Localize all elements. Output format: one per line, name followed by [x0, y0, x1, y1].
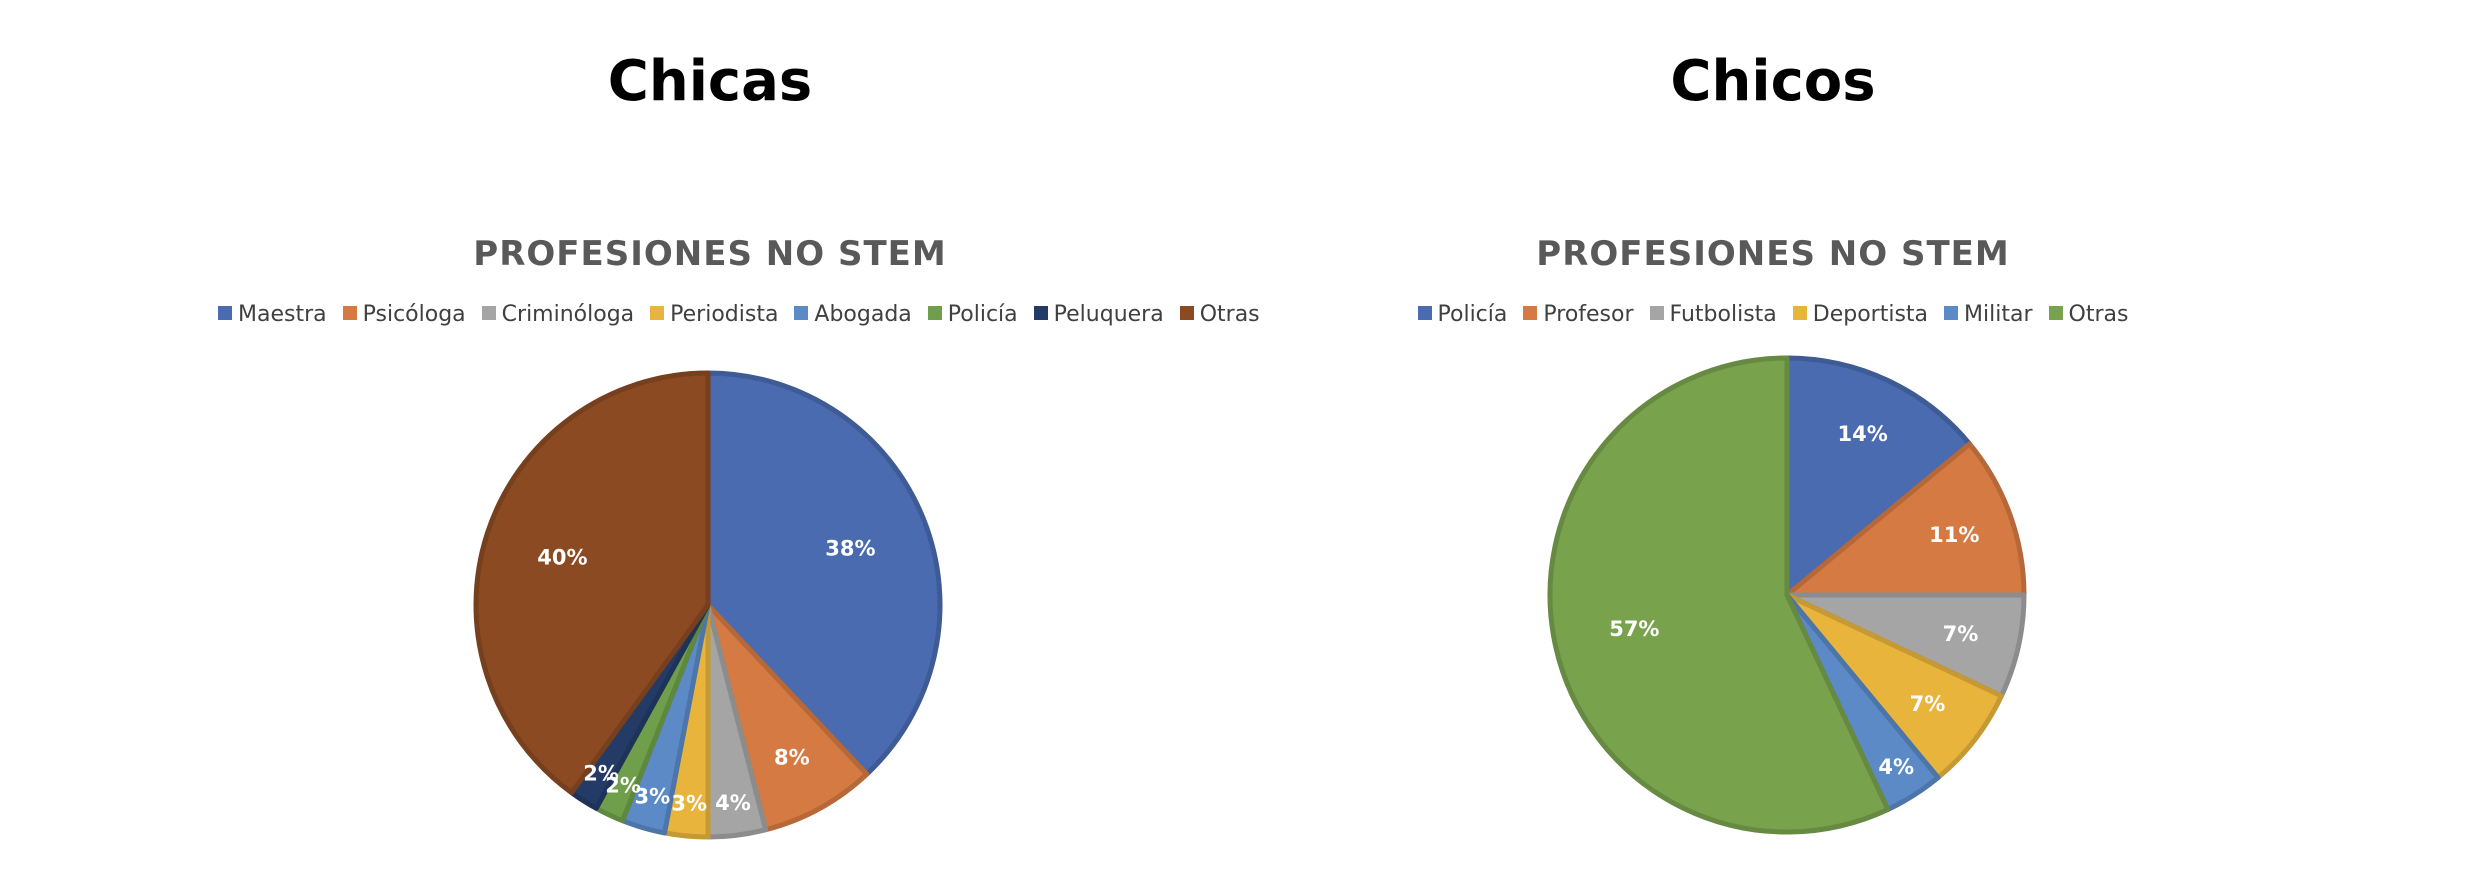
legend-item-psicologa: Psicóloga: [342, 302, 466, 327]
legend-item-militar: Militar: [1944, 302, 2033, 327]
legend: Policía Profesor Futbolista Deportista Milit…: [1273, 302, 2273, 327]
legend-item-otras: Otras: [2048, 302, 2129, 327]
data-label-psicologa: 8%: [774, 745, 810, 769]
legend-item-criminologa: Criminóloga: [481, 302, 635, 327]
legend-swatch: [1523, 306, 1538, 320]
legend-label: Peluquera: [1053, 302, 1164, 327]
data-label-deportista: 7%: [1910, 692, 1946, 716]
legend-item-profesor: Profesor: [1523, 302, 1634, 327]
legend-label: Policía: [1437, 302, 1508, 327]
heading-chicas: Chicas: [607, 49, 813, 114]
legend-label: Maestra: [238, 302, 327, 327]
data-label-policia: 2%: [605, 774, 641, 798]
legend-label: Deportista: [1812, 302, 1929, 327]
data-label-otras: 40%: [537, 546, 587, 570]
chart-chicos: PROFESIONES NO STEM Policía Profesor Futbo…: [1273, 220, 2273, 880]
data-label-abogada: 3%: [635, 785, 671, 809]
pie-slice-policia: [1784, 355, 1973, 598]
legend-item-deportista: Deportista: [1792, 302, 1929, 327]
chart-title: PROFESIONES NO STEM: [473, 234, 947, 274]
legend-label: Militar: [1964, 302, 2033, 327]
legend-item-peluquera: Peluquera: [1033, 302, 1164, 327]
legend-label: Otras: [2068, 302, 2129, 327]
data-label-periodista: 3%: [671, 792, 707, 816]
legend-item-periodista: Periodista: [650, 302, 778, 327]
legend-label: Psicóloga: [362, 302, 466, 327]
chart-chicas: PROFESIONES NO STEM Maestra Psicóloga Crim…: [210, 220, 1260, 880]
legend-item-futbolista: Futbolista: [1649, 302, 1777, 327]
data-label-maestra: 38%: [825, 537, 875, 561]
legend-label: Periodista: [670, 302, 779, 327]
legend-label: Abogada: [814, 302, 912, 327]
chart-title: PROFESIONES NO STEM: [1536, 234, 2010, 274]
pie-chart: 14% 11% 7% 7% 4% 57%: [1547, 355, 2027, 835]
pie-chart: 38%8%4%3%3%2%2%40%: [473, 370, 943, 840]
legend-label: Futbolista: [1669, 302, 1777, 327]
legend-swatch: [1649, 306, 1664, 320]
pie-slice-maestra: [705, 370, 943, 777]
legend-label: Profesor: [1543, 302, 1634, 327]
legend-swatch: [481, 306, 496, 320]
legend-item-otras: Otras: [1179, 302, 1260, 327]
data-label-profesor: 11%: [1929, 523, 1979, 547]
legend-swatch: [342, 306, 357, 320]
legend-swatch: [218, 306, 232, 320]
pie-slice-psicologa: [705, 602, 870, 833]
legend-swatch: [794, 306, 809, 320]
legend-item-maestra: Maestra: [218, 302, 327, 327]
pie-slice-otras: [1547, 355, 1891, 835]
pie-slice-otras: [473, 370, 711, 796]
legend: Maestra Psicóloga Criminóloga Periodista Abo…: [210, 302, 1260, 327]
legend-swatch: [1033, 306, 1048, 320]
legend-item-policia: Policía: [927, 302, 1018, 327]
legend-swatch: [1417, 306, 1432, 320]
legend-label: Otras: [1199, 302, 1260, 327]
legend-swatch: [1179, 306, 1194, 320]
legend-swatch: [1944, 306, 1959, 320]
data-label-otras: 57%: [1609, 617, 1659, 641]
legend-swatch: [1792, 306, 1807, 320]
legend-swatch: [650, 306, 665, 320]
legend-item-policia: Policía: [1417, 302, 1508, 327]
pie-slice-profesor: [1784, 441, 2027, 598]
data-label-militar: 4%: [1878, 755, 1914, 779]
data-label-futbolista: 7%: [1943, 622, 1979, 646]
legend-label: Criminóloga: [501, 302, 635, 327]
data-label-criminologa: 4%: [715, 791, 751, 815]
heading-chicos: Chicos: [1670, 49, 1876, 114]
legend-item-abogada: Abogada: [794, 302, 912, 327]
legend-label: Policía: [947, 302, 1018, 327]
legend-swatch: [927, 306, 942, 320]
data-label-policia: 14%: [1838, 422, 1888, 446]
legend-swatch: [2048, 306, 2063, 320]
data-label-peluquera: 2%: [583, 761, 619, 785]
